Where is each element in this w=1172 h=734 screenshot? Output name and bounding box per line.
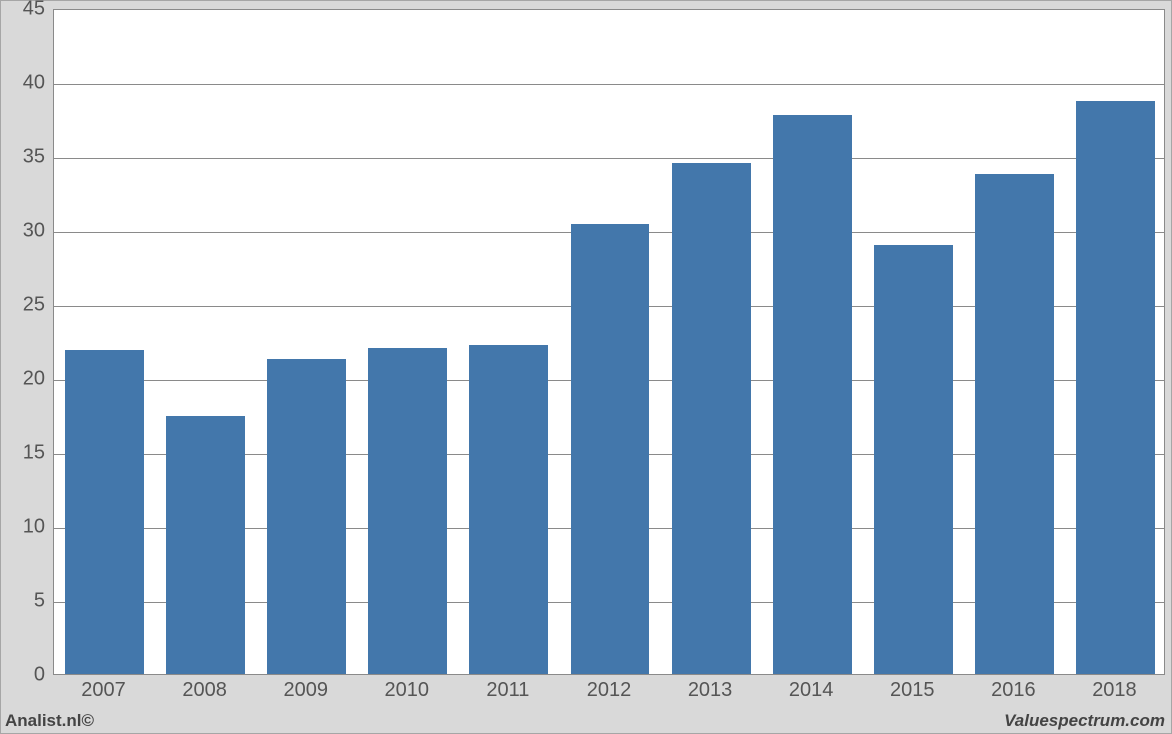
- y-tick-label: 5: [1, 590, 45, 613]
- footer-left-credit: Analist.nl©: [5, 711, 94, 731]
- x-tick-label: 2007: [53, 679, 154, 702]
- x-tick-label: 2016: [963, 679, 1064, 702]
- bar: [773, 115, 852, 674]
- y-tick-label: 15: [1, 442, 45, 465]
- y-tick-label: 25: [1, 294, 45, 317]
- bar: [571, 224, 650, 674]
- bar: [469, 345, 548, 674]
- footer-right-credit: Valuespectrum.com: [1004, 711, 1165, 731]
- x-tick-label: 2009: [255, 679, 356, 702]
- x-tick-label: 2013: [660, 679, 761, 702]
- x-tick-label: 2010: [356, 679, 457, 702]
- gridline: [54, 84, 1164, 85]
- bar: [672, 163, 751, 674]
- x-axis-ticks: 2007200820092010201120122013201420152016…: [53, 679, 1165, 713]
- y-tick-label: 30: [1, 220, 45, 243]
- x-tick-label: 2014: [761, 679, 862, 702]
- x-tick-label: 2018: [1064, 679, 1165, 702]
- bar: [975, 174, 1054, 674]
- bar: [65, 350, 144, 674]
- y-tick-label: 40: [1, 72, 45, 95]
- bar: [874, 245, 953, 674]
- x-tick-label: 2015: [862, 679, 963, 702]
- x-tick-label: 2012: [558, 679, 659, 702]
- x-tick-label: 2011: [457, 679, 558, 702]
- bar: [267, 359, 346, 674]
- bar: [166, 416, 245, 674]
- y-tick-label: 20: [1, 368, 45, 391]
- y-tick-label: 45: [1, 0, 45, 21]
- plot-area: [53, 9, 1165, 675]
- y-tick-label: 10: [1, 516, 45, 539]
- y-tick-label: 0: [1, 664, 45, 687]
- x-tick-label: 2008: [154, 679, 255, 702]
- bar: [368, 348, 447, 674]
- bar: [1076, 101, 1155, 674]
- chart-container: 051015202530354045 200720082009201020112…: [0, 0, 1172, 734]
- y-tick-label: 35: [1, 146, 45, 169]
- gridline: [54, 158, 1164, 159]
